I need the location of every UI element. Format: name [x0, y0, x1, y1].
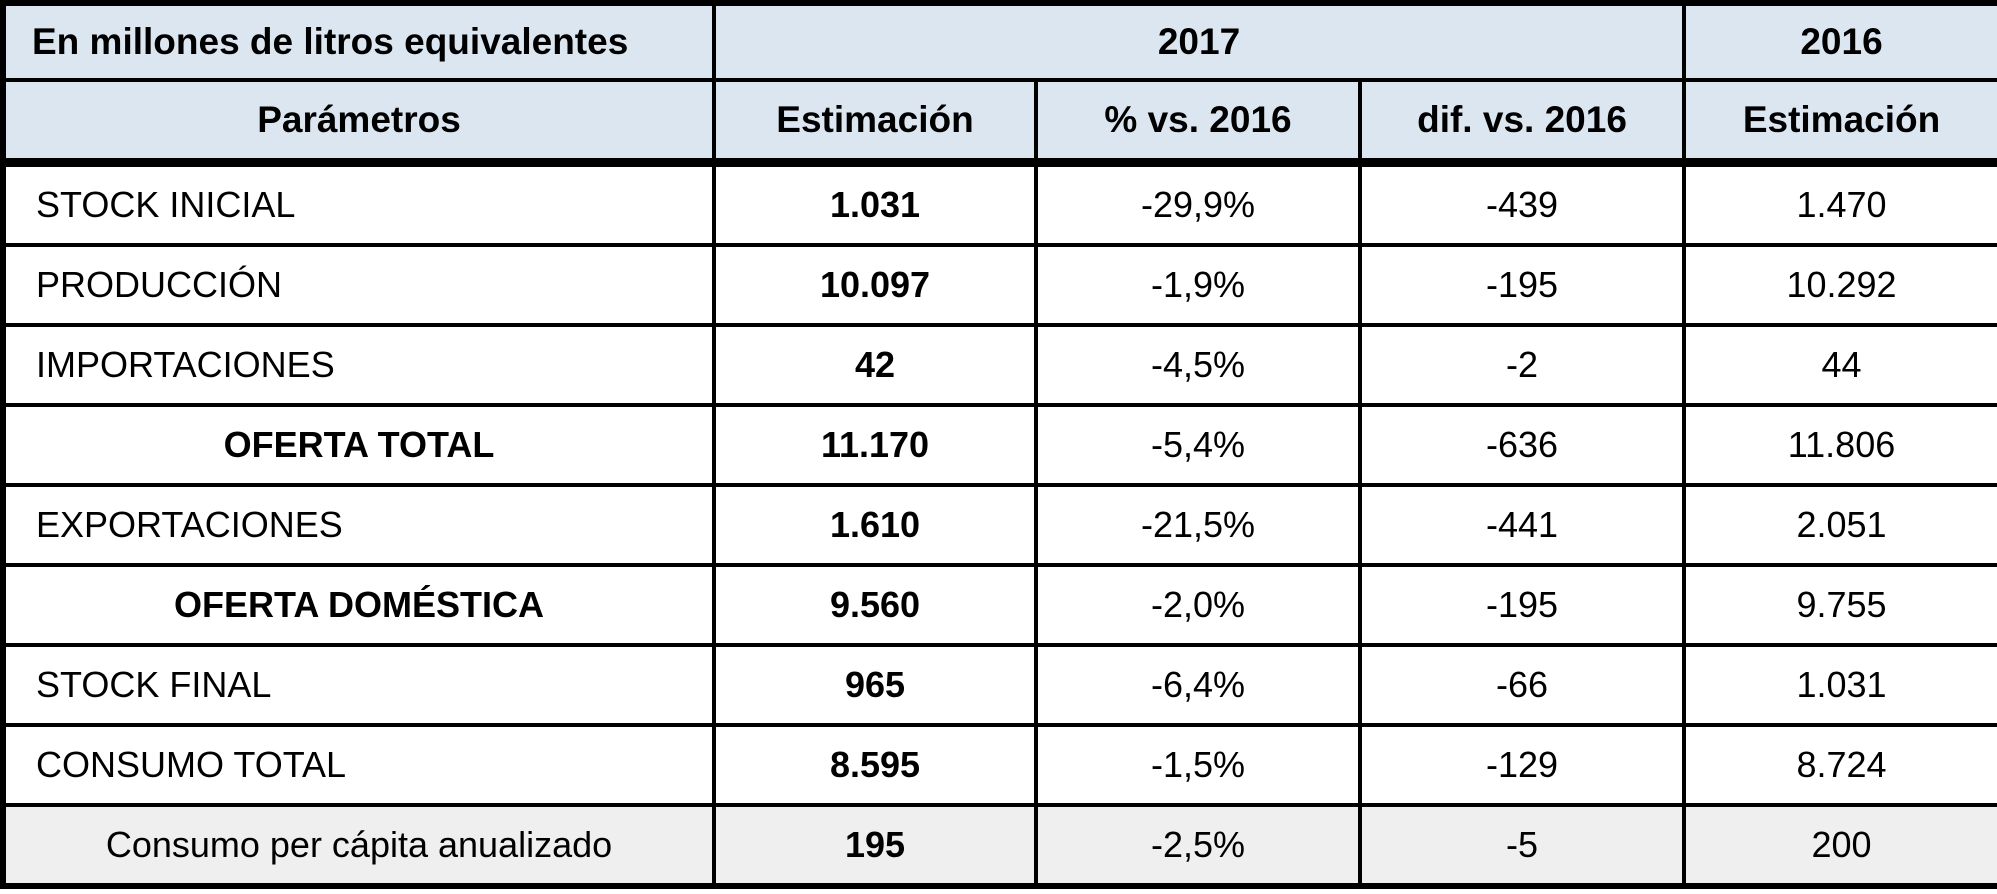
cell-dif-vs-2016: -195: [1357, 563, 1687, 647]
column-header-row: Parámetros Estimación % vs. 2016 dif. vs…: [1, 78, 1997, 167]
cell-parametro: STOCK FINAL: [1, 643, 716, 727]
cell-parametro: OFERTA TOTAL: [1, 403, 716, 487]
cell-pct-vs-2016: -6,4%: [1034, 643, 1362, 727]
cell-estimacion-2017: 9.560: [712, 563, 1038, 647]
year-2017-header: 2017: [711, 1, 1687, 82]
col-header-estimacion-2017: Estimación: [712, 78, 1038, 167]
cell-dif-vs-2016: -5: [1357, 803, 1687, 888]
cell-estimacion-2017: 1.610: [712, 483, 1038, 567]
cell-pct-vs-2016: -1,9%: [1034, 243, 1362, 327]
cell-parametro: EXPORTACIONES: [1, 483, 716, 567]
cell-estimacion-2016: 200: [1682, 803, 1997, 888]
cell-dif-vs-2016: -129: [1357, 723, 1687, 807]
col-header-estimacion-2016: Estimación: [1682, 78, 1997, 167]
cell-pct-vs-2016: -4,5%: [1034, 323, 1362, 407]
cell-pct-vs-2016: -1,5%: [1034, 723, 1362, 807]
cell-estimacion-2016: 2.051: [1682, 483, 1997, 567]
year-header-row: En millones de litros equivalentes 2017 …: [1, 1, 1997, 82]
unit-header-cell: En millones de litros equivalentes: [1, 1, 716, 82]
cell-pct-vs-2016: -5,4%: [1034, 403, 1362, 487]
cell-estimacion-2016: 1.031: [1682, 643, 1997, 727]
col-header-parametros: Parámetros: [1, 78, 716, 167]
cell-estimacion-2017: 1.031: [712, 160, 1038, 247]
cell-estimacion-2017: 8.595: [712, 723, 1038, 807]
cell-pct-vs-2016: -2,0%: [1034, 563, 1362, 647]
table-row: PRODUCCIÓN 10.097 -1,9% -195 10.292: [1, 243, 1997, 327]
cell-estimacion-2016: 9.755: [1682, 563, 1997, 647]
cell-parametro: IMPORTACIONES: [1, 323, 716, 407]
cell-estimacion-2017: 195: [712, 803, 1038, 888]
table-row: OFERTA DOMÉSTICA 9.560 -2,0% -195 9.755: [1, 563, 1997, 647]
cell-dif-vs-2016: -636: [1357, 403, 1687, 487]
cell-estimacion-2017: 10.097: [712, 243, 1038, 327]
cell-parametro: PRODUCCIÓN: [1, 243, 716, 327]
cell-estimacion-2016: 1.470: [1682, 160, 1997, 247]
table-row: EXPORTACIONES 1.610 -21,5% -441 2.051: [1, 483, 1997, 567]
col-header-dif-vs-2016: dif. vs. 2016: [1357, 78, 1687, 167]
cell-estimacion-2017: 965: [712, 643, 1038, 727]
cell-estimacion-2016: 10.292: [1682, 243, 1997, 327]
year-2016-header: 2016: [1682, 1, 1997, 82]
table-row: Consumo per cápita anualizado 195 -2,5% …: [1, 803, 1997, 888]
table-row: CONSUMO TOTAL 8.595 -1,5% -129 8.724: [1, 723, 1997, 807]
cell-parametro: CONSUMO TOTAL: [1, 723, 716, 807]
table-row: STOCK FINAL 965 -6,4% -66 1.031: [1, 643, 1997, 727]
cell-parametro: STOCK INICIAL: [1, 160, 716, 247]
cell-parametro: OFERTA DOMÉSTICA: [1, 563, 716, 647]
col-header-pct-vs-2016: % vs. 2016: [1034, 78, 1362, 167]
cell-pct-vs-2016: -2,5%: [1034, 803, 1362, 888]
table-row: STOCK INICIAL 1.031 -29,9% -439 1.470: [1, 160, 1997, 247]
cell-parametro: Consumo per cápita anualizado: [1, 803, 716, 888]
cell-dif-vs-2016: -441: [1357, 483, 1687, 567]
cell-estimacion-2016: 11.806: [1682, 403, 1997, 487]
cell-dif-vs-2016: -2: [1357, 323, 1687, 407]
cell-estimacion-2017: 11.170: [712, 403, 1038, 487]
cell-pct-vs-2016: -29,9%: [1034, 160, 1362, 247]
cell-estimacion-2016: 8.724: [1682, 723, 1997, 807]
table-row: IMPORTACIONES 42 -4,5% -2 44: [1, 323, 1997, 407]
cell-estimacion-2017: 42: [712, 323, 1038, 407]
cell-dif-vs-2016: -66: [1357, 643, 1687, 727]
cell-pct-vs-2016: -21,5%: [1034, 483, 1362, 567]
table-row: OFERTA TOTAL 11.170 -5,4% -636 11.806: [1, 403, 1997, 487]
cell-dif-vs-2016: -439: [1357, 160, 1687, 247]
cell-dif-vs-2016: -195: [1357, 243, 1687, 327]
cell-estimacion-2016: 44: [1682, 323, 1997, 407]
table-body: STOCK INICIAL 1.031 -29,9% -439 1.470 PR…: [1, 160, 1997, 888]
table-header: En millones de litros equivalentes 2017 …: [1, 1, 1997, 167]
